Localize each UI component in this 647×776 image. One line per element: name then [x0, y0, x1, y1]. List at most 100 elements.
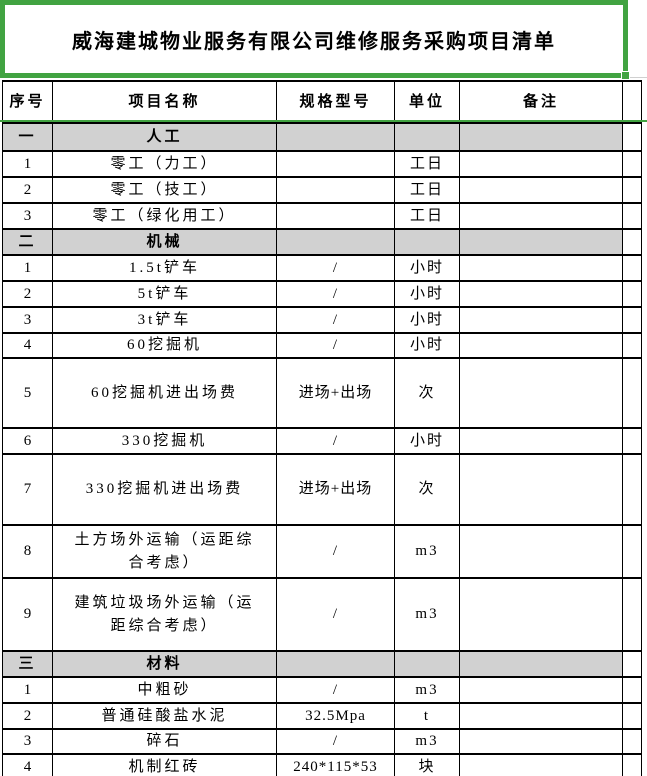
- cell-spec[interactable]: /: [276, 427, 395, 455]
- cell-remark[interactable]: [459, 753, 623, 776]
- cell-no[interactable]: 2: [2, 702, 53, 730]
- cell-name[interactable]: 60挖掘机: [52, 332, 277, 359]
- cell-spec[interactable]: /: [276, 577, 395, 652]
- margin-cell[interactable]: [622, 753, 642, 776]
- cell-unit[interactable]: m3: [394, 577, 460, 652]
- cell-spec[interactable]: 240*115*53: [276, 753, 395, 776]
- cell-name[interactable]: 材料: [52, 650, 277, 678]
- cell-name[interactable]: 机制红砖: [52, 753, 277, 776]
- title-cell[interactable]: 威海建城物业服务有限公司维修服务采购项目清单: [0, 0, 630, 80]
- cell-spec[interactable]: /: [276, 728, 395, 755]
- cell-spec[interactable]: 进场+出场: [276, 357, 395, 429]
- col-header-unit[interactable]: 单位: [394, 80, 460, 124]
- cell-spec[interactable]: /: [276, 332, 395, 359]
- cell-name[interactable]: 5t铲车: [52, 280, 277, 308]
- cell-no[interactable]: 三: [2, 650, 53, 678]
- margin-cell[interactable]: [622, 150, 642, 178]
- margin-cell[interactable]: [622, 332, 642, 359]
- cell-remark[interactable]: [459, 357, 623, 429]
- margin-cell[interactable]: [622, 728, 642, 755]
- cell-spec[interactable]: [276, 228, 395, 256]
- cell-no[interactable]: 3: [2, 202, 53, 230]
- margin-cell[interactable]: [622, 202, 642, 230]
- cell-no[interactable]: 2: [2, 176, 53, 204]
- cell-spec[interactable]: /: [276, 306, 395, 334]
- cell-spec[interactable]: /: [276, 524, 395, 579]
- cell-unit[interactable]: 小时: [394, 280, 460, 308]
- cell-spec[interactable]: [276, 122, 395, 152]
- cell-no[interactable]: 7: [2, 453, 53, 526]
- cell-remark[interactable]: [459, 254, 623, 282]
- cell-name[interactable]: 机械: [52, 228, 277, 256]
- cell-no[interactable]: 8: [2, 524, 53, 579]
- cell-no[interactable]: 一: [2, 122, 53, 152]
- cell-unit[interactable]: [394, 650, 460, 678]
- margin-cell[interactable]: [622, 577, 642, 652]
- margin-cell[interactable]: [622, 676, 642, 704]
- cell-name[interactable]: 中粗砂: [52, 676, 277, 704]
- cell-remark[interactable]: [459, 676, 623, 704]
- cell-spec[interactable]: [276, 150, 395, 178]
- cell-spec[interactable]: /: [276, 280, 395, 308]
- cell-name[interactable]: 330挖掘机进出场费: [52, 453, 277, 526]
- cell-unit[interactable]: m3: [394, 728, 460, 755]
- cell-unit[interactable]: t: [394, 702, 460, 730]
- cell-name[interactable]: 土方场外运输（运距综 合考虑）: [52, 524, 277, 579]
- cell-spec[interactable]: /: [276, 254, 395, 282]
- cell-remark[interactable]: [459, 332, 623, 359]
- cell-name[interactable]: 零工（绿化用工）: [52, 202, 277, 230]
- cell-no[interactable]: 5: [2, 357, 53, 429]
- cell-remark[interactable]: [459, 280, 623, 308]
- margin-cell[interactable]: [622, 122, 642, 152]
- cell-no[interactable]: 1: [2, 676, 53, 704]
- col-header-spec[interactable]: 规格型号: [276, 80, 395, 124]
- cell-remark[interactable]: [459, 202, 623, 230]
- cell-spec[interactable]: 进场+出场: [276, 453, 395, 526]
- cell-unit[interactable]: 小时: [394, 427, 460, 455]
- cell-no[interactable]: 3: [2, 306, 53, 334]
- cell-unit[interactable]: 工日: [394, 150, 460, 178]
- margin-cell[interactable]: [622, 80, 642, 124]
- cell-remark[interactable]: [459, 650, 623, 678]
- cell-no[interactable]: 6: [2, 427, 53, 455]
- cell-unit[interactable]: 块: [394, 753, 460, 776]
- margin-cell[interactable]: [622, 306, 642, 334]
- cell-no[interactable]: 4: [2, 332, 53, 359]
- margin-cell[interactable]: [622, 650, 642, 678]
- cell-remark[interactable]: [459, 306, 623, 334]
- cell-remark[interactable]: [459, 524, 623, 579]
- cell-no[interactable]: 3: [2, 728, 53, 755]
- cell-name[interactable]: 零工（力工）: [52, 150, 277, 178]
- cell-remark[interactable]: [459, 453, 623, 526]
- margin-cell[interactable]: [622, 702, 642, 730]
- cell-name[interactable]: 建筑垃圾场外运输（运 距综合考虑）: [52, 577, 277, 652]
- cell-name[interactable]: 1.5t铲车: [52, 254, 277, 282]
- cell-unit[interactable]: 小时: [394, 306, 460, 334]
- cell-unit[interactable]: 小时: [394, 254, 460, 282]
- cell-no[interactable]: 4: [2, 753, 53, 776]
- cell-unit[interactable]: 工日: [394, 202, 460, 230]
- cell-name[interactable]: 人工: [52, 122, 277, 152]
- margin-cell[interactable]: [622, 254, 642, 282]
- col-header-remark[interactable]: 备注: [459, 80, 623, 124]
- cell-name[interactable]: 60挖掘机进出场费: [52, 357, 277, 429]
- cell-remark[interactable]: [459, 728, 623, 755]
- margin-cell[interactable]: [622, 453, 642, 526]
- margin-cell[interactable]: [622, 176, 642, 204]
- cell-no[interactable]: 二: [2, 228, 53, 256]
- cell-remark[interactable]: [459, 228, 623, 256]
- cell-spec[interactable]: [276, 202, 395, 230]
- selection-fill-handle[interactable]: [621, 71, 630, 80]
- cell-name[interactable]: 330挖掘机: [52, 427, 277, 455]
- margin-cell[interactable]: [622, 427, 642, 455]
- cell-remark[interactable]: [459, 702, 623, 730]
- cell-remark[interactable]: [459, 176, 623, 204]
- cell-unit[interactable]: 次: [394, 357, 460, 429]
- cell-name[interactable]: 普通硅酸盐水泥: [52, 702, 277, 730]
- cell-unit[interactable]: m3: [394, 676, 460, 704]
- cell-no[interactable]: 1: [2, 150, 53, 178]
- cell-name[interactable]: 零工（技工）: [52, 176, 277, 204]
- cell-spec[interactable]: /: [276, 676, 395, 704]
- cell-name[interactable]: 3t铲车: [52, 306, 277, 334]
- cell-unit[interactable]: [394, 228, 460, 256]
